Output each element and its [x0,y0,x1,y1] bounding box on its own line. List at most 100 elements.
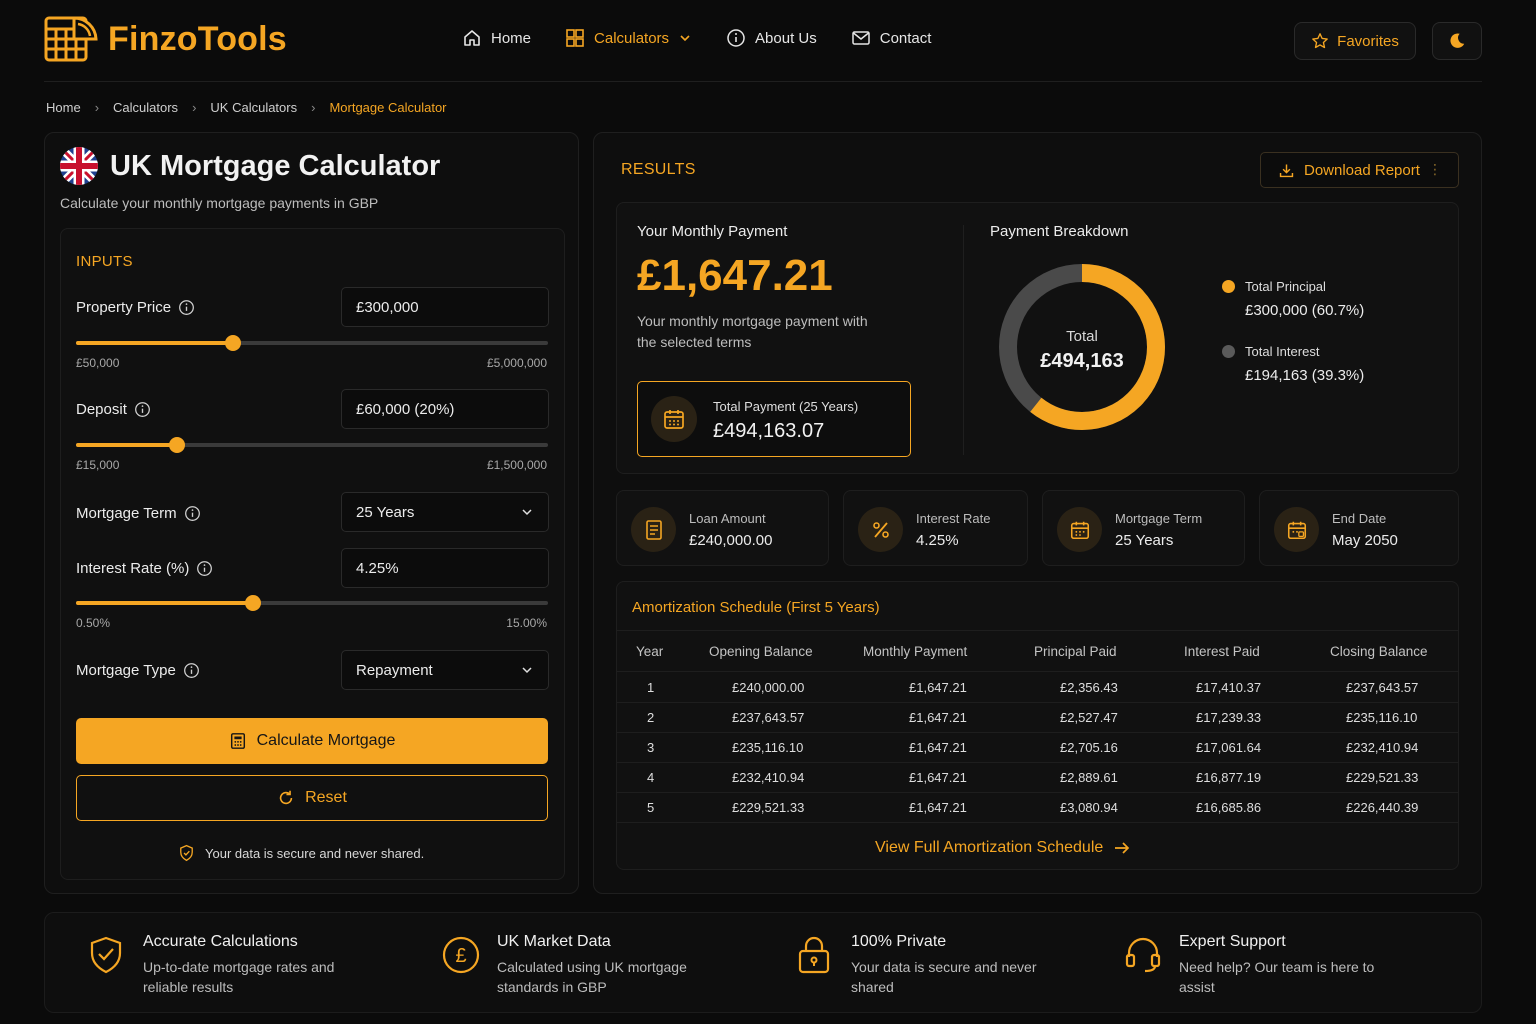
table-cell: £235,116.10 [732,740,804,755]
slider-fill [76,601,253,605]
table-cell: £2,356.43 [1060,680,1118,695]
table-cell: £17,410.37 [1196,680,1262,695]
view-full-schedule-link[interactable]: View Full Amortization Schedule [875,839,1131,857]
property-price-slider[interactable] [76,335,548,351]
table-cell: £229,521.33 [1346,770,1419,785]
feature-title: UK Market Data [497,933,611,950]
reset-button[interactable]: Reset [76,775,548,821]
mortgage-type-select[interactable]: Repayment [341,650,549,690]
slider-fill [76,341,234,345]
nav-contact[interactable]: Contact [851,28,932,48]
table-row: 3 £235,116.10 £1,647.21 £2,705.16 £17,061.64… [617,733,1458,763]
table-cell: £226,440.39 [1346,800,1419,815]
legend-dot [1222,280,1235,293]
donut-principal-segment [999,264,1165,430]
table-cell: £16,877.19 [1196,770,1262,785]
property-price-label-text: Property Price [76,299,172,316]
inputs-section: INPUTS Property Price £300,000 £50,000 £… [60,228,565,880]
table-cell: £1,647.21 [909,740,967,755]
breadcrumb-uk-calculators[interactable]: UK Calculators [210,100,298,115]
column-header: Interest Paid [1184,643,1260,659]
more-vertical-icon[interactable]: ⋮ [1428,161,1442,177]
calculator-heading: UK Mortgage Calculator [60,147,440,185]
nav-calculators[interactable]: Calculators [565,28,692,48]
total-payment-card: Total Payment (25 Years) £494,163.07 [637,381,911,457]
deposit-value: £60,000 (20%) [356,400,455,418]
table-cell: £17,061.64 [1196,740,1262,755]
percent-icon [858,507,903,552]
nav-contact-label: Contact [879,29,932,47]
nav-about-label: About Us [755,29,817,47]
interest-rate-value: 4.25% [356,559,399,577]
mortgage-type-label-text: Mortgage Type [76,662,176,679]
info-icon[interactable] [178,299,195,316]
slider-fill [76,443,178,447]
svg-text:£: £ [455,945,466,967]
principal-value: £300,000 (60.7%) [1245,302,1365,319]
slider-thumb[interactable] [225,335,242,351]
monthly-payment-label: Your Monthly Payment [637,223,788,240]
deposit-label: Deposit [76,401,151,418]
breadcrumb-calculators[interactable]: Calculators [113,100,179,115]
stat-loan-amount: Loan Amount £240,000.00 [616,490,829,566]
slider-thumb[interactable] [169,437,186,453]
info-icon[interactable] [184,505,201,522]
interest-rate-input[interactable]: 4.25% [341,548,549,588]
calendar-icon [1057,507,1102,552]
calculator-icon [229,732,247,750]
nav-about[interactable]: About Us [726,28,817,48]
feature-title: Accurate Calculations [143,933,298,950]
download-report-button[interactable]: Download Report ⋮ [1260,152,1459,188]
table-cell: £237,643.57 [732,710,805,725]
nav-home[interactable]: Home [462,28,531,48]
breadcrumb-current: Mortgage Calculator [329,100,447,115]
table-cell: £240,000.00 [732,680,805,695]
stat-value: £240,000.00 [689,532,773,549]
payment-breakdown-donut: Total £494,163 [990,255,1174,439]
table-cell: 4 [647,770,655,785]
summary-card: Your Monthly Payment £1,647.21 Your mont… [616,202,1459,474]
theme-toggle-button[interactable] [1432,22,1482,60]
secure-note-text: Your data is secure and never shared. [205,845,425,861]
feature-desc: Up-to-date mortgage rates and reliable r… [143,959,335,995]
stat-end-date: End Date May 2050 [1259,490,1459,566]
table-cell: £237,643.57 [1346,680,1419,695]
deposit-slider[interactable] [76,437,548,453]
interest-rate-label-text: Interest Rate (%) [76,560,190,577]
table-cell: £3,080.94 [1060,800,1118,815]
total-payment-label: Total Payment (25 Years) [713,399,859,414]
page-subtitle: Calculate your monthly mortgage payments… [60,195,379,211]
inputs-title: INPUTS [76,253,133,270]
page-title: UK Mortgage Calculator [110,149,441,182]
donut-center-value: £494,163 [1040,350,1123,372]
amortization-title: Amortization Schedule (First 5 Years) [632,599,880,616]
table-cell: £1,647.21 [909,680,967,695]
table-cell: 1 [647,680,655,695]
mortgage-term-label-text: Mortgage Term [76,505,177,522]
breadcrumb: Home › Calculators › UK Calculators › Mo… [46,100,447,115]
interest-rate-slider[interactable] [76,595,548,611]
interest-value: £194,163 (39.3%) [1245,367,1365,384]
logo[interactable]: FinzoTools [44,14,287,64]
favorites-button[interactable]: Favorites [1294,22,1416,60]
info-icon[interactable] [134,401,151,418]
deposit-input[interactable]: £60,000 (20%) [341,389,549,429]
legend-principal: Total Principal £300,000 (60.7%) [1222,279,1364,319]
info-icon[interactable] [196,560,213,577]
stat-value: May 2050 [1332,532,1398,549]
table-cell: 5 [647,800,655,815]
main-nav: Home Calculators About Us Contact [462,28,931,48]
property-price-input[interactable]: £300,000 [341,287,549,327]
calendar-icon [651,396,697,442]
results-title: RESULTS [621,161,696,178]
slider-thumb[interactable] [245,595,261,611]
deposit-max: £1,500,000 [486,458,547,472]
info-icon[interactable] [183,662,200,679]
table-cell: £229,521.33 [732,800,805,815]
stat-value: 25 Years [1115,532,1174,549]
breadcrumb-home[interactable]: Home [46,100,81,115]
property-price-value: £300,000 [356,298,419,316]
calculate-mortgage-button[interactable]: Calculate Mortgage [76,718,548,764]
mortgage-term-select[interactable]: 25 Years [341,492,549,532]
interest-rate-label: Interest Rate (%) [76,560,213,577]
